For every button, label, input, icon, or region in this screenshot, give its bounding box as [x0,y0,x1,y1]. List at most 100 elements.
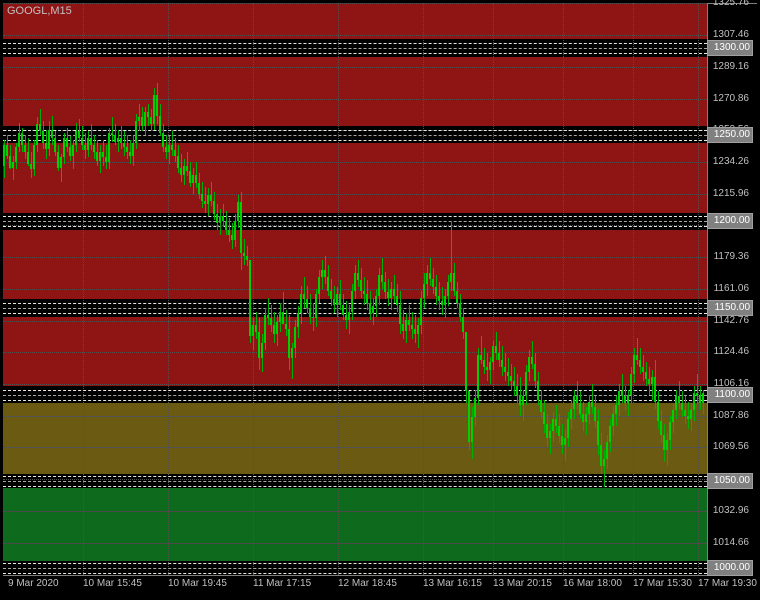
candle-body [168,145,170,152]
candle-body [132,143,134,155]
candle-wick [637,338,638,366]
candle-body [261,343,263,359]
candle-body [162,133,164,147]
candle-body [375,296,377,306]
plot-area[interactable]: GOOGL,M15 [3,3,707,575]
candle-body [15,147,17,163]
round-level-edge [3,563,707,564]
candle-body [294,327,296,348]
candle-body [330,291,332,300]
candle-body [360,280,362,290]
candle-body [603,459,605,466]
candle-body [144,112,146,126]
round-level-center [3,48,707,49]
candle-body [429,273,431,278]
candle-body [594,407,596,421]
price-zone [3,3,707,39]
round-level-center [3,568,707,569]
symbol-label: GOOGL,M15 [7,5,72,17]
candle-body [30,164,32,169]
candle-body [273,325,275,334]
candle-body [648,379,650,384]
candle-body [462,317,464,333]
price-zone [3,488,707,561]
candle-body [456,291,458,303]
candle-wick [304,277,305,308]
candle-body [582,414,584,423]
candle-body [285,324,287,329]
candle-body [624,396,626,403]
candle-body [591,402,593,407]
candle-body [579,403,581,413]
candle-wick [382,258,383,289]
candle-body [399,305,401,324]
candle-body [489,362,491,371]
candle-body [477,355,479,398]
candle-body [393,289,395,296]
candle-body [660,421,662,435]
candle-body [339,294,341,304]
candle-body [267,315,269,318]
candle-body [258,332,260,358]
candle-body [327,277,329,291]
candle-body [216,214,218,223]
candle-body [405,320,407,330]
ytick-line [3,511,707,512]
candle-body [396,296,398,305]
candle-body [555,419,557,426]
candle-body [381,275,383,282]
candle-body [147,112,149,117]
candle-body [342,305,344,315]
round-level-edge [3,390,707,391]
candle-body [291,348,293,358]
candle-body [234,221,236,240]
candle-body [264,315,266,343]
candle-body [102,152,104,157]
candle-body [597,421,599,445]
candle-body [654,377,656,401]
candle-wick [268,298,269,326]
candle-body [246,256,248,259]
ytick-line [3,3,707,4]
candle-body [537,381,539,400]
candle-body [231,235,233,240]
candle-wick [592,384,593,413]
round-level-label: 1050.00 [707,473,753,489]
candle-body [198,183,200,193]
round-level-center [3,395,707,396]
candle-body [510,376,512,381]
xtick-label: 17 Mar 19:30 [698,578,757,589]
candle-body [249,260,251,336]
round-level-edge [3,216,707,217]
candle-body [609,426,611,442]
candle-body [618,391,620,405]
candle-body [180,168,182,175]
candle-body [588,402,590,414]
candle-wick [577,381,578,409]
ytick-line [3,67,707,68]
candle-body [507,372,509,375]
candle-body [336,294,338,304]
candle-body [684,410,686,415]
round-level-edge [3,313,707,314]
chart-container[interactable]: GOOGL,M15 1325.761307.461289.161270.8612… [0,0,760,600]
ytick-line [3,99,707,100]
candle-body [39,124,41,131]
candle-body [81,138,83,145]
candle-body [63,138,65,157]
candle-body [516,386,518,395]
candle-wick [211,182,212,206]
candle-body [27,152,29,164]
candle-body [177,156,179,168]
candle-body [69,147,71,156]
candle-body [255,325,257,332]
candle-body [411,325,413,328]
candle-body [666,440,668,450]
candle-body [183,166,185,175]
xtick-label: 12 Mar 18:45 [338,578,397,589]
candle-body [615,405,617,414]
candle-body [165,147,167,152]
candle-body [87,138,89,150]
candle-body [276,322,278,334]
candle-body [534,364,536,381]
